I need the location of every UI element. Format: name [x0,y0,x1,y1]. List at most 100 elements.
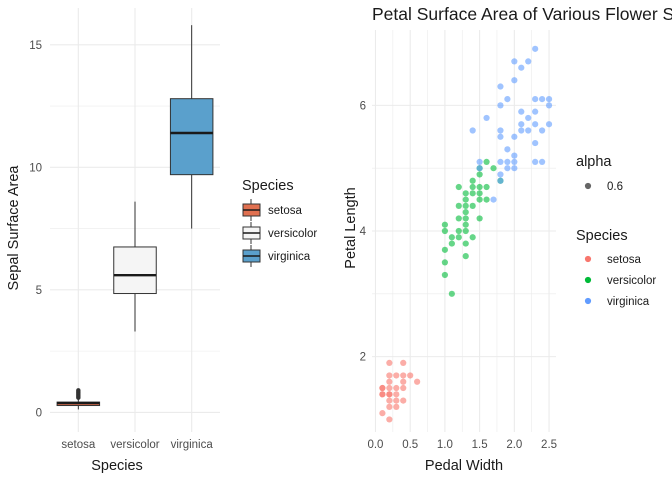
scatter-point-virginica [504,95,511,103]
boxplot-x-axis-title: Species [91,458,143,474]
boxplot-legend: Species setosa versicolor virginica [242,178,317,267]
scatter-y-tick-label: 2 [360,352,366,364]
scatter-x-axis-title: Pedal Width [425,458,503,474]
box-body [113,246,157,295]
scatter-point-setosa [386,384,393,392]
scatter-point-setosa [400,359,407,367]
scatter-title: Petal Surface Area of Various Flower S [372,4,672,24]
scatter-point-versicolor [476,171,483,178]
boxplot-x-tick-label: setosa [61,439,95,451]
boxplot-x-tick-labels: setosa versicolor virginica [61,439,213,451]
scatter-point-virginica [511,58,518,65]
scatter-point-versicolor [462,221,469,228]
box-versicolor [113,201,157,332]
scatter-point-versicolor [490,165,497,172]
boxplot-legend-title: Species [242,178,294,194]
scatter-point-versicolor [462,215,469,222]
scatter-point-versicolor [448,290,455,297]
scatter-series-setosa [379,359,421,423]
scatter-point-virginica [511,165,518,172]
scatter-point-virginica [532,108,539,115]
scatter-series-versicolor [441,158,504,297]
scatter-point-setosa [386,378,393,385]
scatter-point-versicolor [469,177,476,184]
scatter-point-versicolor [462,202,469,209]
scatter-x-tick-label: 1.5 [472,439,488,451]
scatter-point-virginica [545,102,553,109]
scatter-point-virginica [518,127,525,134]
scatter-point-versicolor [483,196,490,203]
box-setosa [56,388,101,410]
species-legend-key [584,255,592,263]
scatter-point-virginica [545,121,553,128]
scatter-point-versicolor [455,202,462,209]
scatter-point-setosa [386,391,393,398]
scatter-point-setosa [414,378,421,385]
scatter-point-setosa [386,416,393,423]
boxplot-y-tick-label: 5 [36,285,42,297]
scatter-point-virginica [497,83,504,90]
scatter-point-virginica [497,102,504,109]
scatter-point-virginica [545,95,553,103]
scatter-point-virginica [483,114,490,122]
scatter-point-virginica [511,77,518,84]
scatter-point-virginica [525,58,532,65]
scatter-point-versicolor [476,215,483,222]
scatter-point-versicolor [455,215,462,222]
scatter-point-versicolor [476,190,483,197]
scatter-point-setosa [386,359,393,367]
scatter-x-tick-label: 2.0 [506,439,522,451]
scatter-y-axis-title: Petal Length [343,187,359,268]
scatter-point-setosa [386,403,393,410]
alpha-legend-items: 0.6 [584,181,623,193]
boxplot-x-tick-label: virginica [171,439,214,451]
boxplot-legend-label: virginica [268,251,311,263]
scatter-panel: Petal Surface Area of Various Flower S 2… [343,4,672,474]
scatter-x-tick-label: 0.5 [402,439,418,451]
species-legend-key [584,297,592,305]
scatter-point-virginica [525,127,532,134]
scatter-point-versicolor [462,190,469,197]
scatter-point-setosa [393,403,400,410]
scatter-point-versicolor [441,246,449,253]
scatter-point-virginica [532,121,539,128]
scatter-point-virginica [476,158,483,166]
scatter-point-virginica [504,158,511,166]
scatter-point-versicolor [448,240,455,247]
box-outlier [76,388,81,393]
scatter-point-virginica [490,196,497,203]
scatter-point-virginica [518,108,525,115]
scatter-point-versicolor [469,234,476,241]
scatter-point-setosa [379,410,386,417]
scatter-grid [372,30,556,432]
boxplot-x-tick-label: versicolor [110,439,159,451]
boxplot-y-axis-title: Sepal Surface Area [6,165,22,291]
scatter-y-tick-labels: 2 4 6 [360,100,367,363]
box-virginica [169,25,214,229]
boxplot-legend-items: setosa versicolor virginica [242,199,317,267]
scatter-point-versicolor [483,158,490,166]
scatter-point-virginica [525,114,532,122]
scatter-point-virginica [511,152,518,159]
boxplot-y-tick-label: 10 [29,162,42,174]
scatter-point-versicolor [441,259,449,266]
scatter-point-versicolor [455,234,462,241]
scatter-point-versicolor [455,183,462,191]
scatter-x-tick-labels: 0.0 0.5 1.0 1.5 2.0 2.5 [367,439,557,451]
boxplot-y-tick-label: 15 [29,40,42,52]
scatter-x-tick-label: 1.0 [437,439,453,451]
scatter-x-tick-label: 0.0 [367,439,383,451]
scatter-point-versicolor [476,183,483,191]
alpha-legend-label: 0.6 [607,181,623,193]
species-legend-title: Species [576,228,628,244]
scatter-points [379,45,553,423]
alpha-legend-key [584,182,592,190]
species-legend-key [584,276,592,284]
scatter-point-versicolor [441,227,449,235]
scatter-point-versicolor [462,196,469,203]
scatter-point-virginica [497,171,504,178]
scatter-point-virginica [539,95,546,103]
scatter-point-versicolor [469,183,476,191]
scatter-point-virginica [532,139,539,147]
